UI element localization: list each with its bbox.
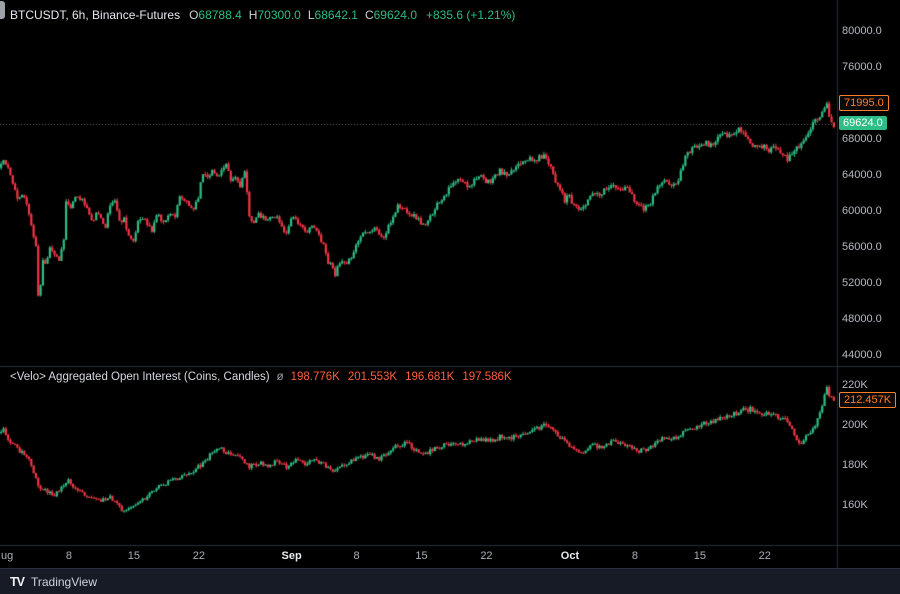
tradingview-logo-icon: TV <box>10 574 25 589</box>
chart-canvas[interactable] <box>0 0 900 568</box>
oi-value: 198.776K <box>290 371 340 383</box>
oi-value: 196.681K <box>405 371 455 383</box>
marker-price-badge: 71995.0 <box>839 95 889 112</box>
last-price-badge: 69624.0 <box>839 116 887 131</box>
oi-average-symbol: ø <box>276 371 284 383</box>
ohlc-label: C <box>364 8 374 22</box>
time-axis-label: Oct <box>560 550 580 562</box>
symbol-title[interactable]: BTCUSDT, 6h, Binance-Futures <box>10 8 181 22</box>
time-axis-label: Sep <box>281 550 302 562</box>
time-axis-label: 8 <box>631 550 638 562</box>
time-axis-label: 8 <box>353 550 360 562</box>
ohlc-value: 70300.0 <box>257 8 301 22</box>
time-axis-label: 15 <box>693 550 706 562</box>
oi-values: 198.776K 201.553K 196.681K 197.586K <box>291 371 520 383</box>
symbol-legend: BTCUSDT, 6h, Binance-Futures O 68788.4 H 70… <box>10 8 515 22</box>
price-axis-tick: 56000.0 <box>842 241 882 253</box>
time-axis-label: 22 <box>758 550 771 562</box>
ohlc-label: L <box>307 8 315 22</box>
oi-legend: <Velo> Aggregated Open Interest (Coins, … <box>10 371 520 383</box>
price-axis-tick: 68000.0 <box>842 133 882 145</box>
footer-bar: TV TradingView <box>0 568 900 594</box>
time-scale[interactable]: ug 8 15 22 Sep 8 15 22 Oct 8 15 22 <box>0 546 900 568</box>
oi-value: 201.553K <box>347 371 398 383</box>
price-axis-tick: 180K <box>842 459 868 471</box>
price-scale[interactable]: 80000.0 76000.0 68000.0 64000.0 60000.0 56000… <box>838 0 900 546</box>
ohlc-values: O 68788.4 H 70300.0 L 68642.1 C 69624.0 <box>189 8 417 22</box>
time-axis-label: 22 <box>480 550 493 562</box>
time-axis-label: 15 <box>127 550 140 562</box>
price-axis-tick: 64000.0 <box>842 169 882 181</box>
tradingview-brand-text: TradingView <box>30 574 98 589</box>
oi-value: 197.586K <box>462 371 512 383</box>
price-axis-tick: 160K <box>842 499 868 511</box>
price-axis-tick: 48000.0 <box>842 313 882 325</box>
ohlc-value: 68642.1 <box>314 8 358 22</box>
price-axis-tick: 80000.0 <box>842 25 882 37</box>
time-axis-label: 8 <box>65 550 72 562</box>
ohlc-value: 68788.4 <box>198 8 242 22</box>
ohlc-value: 69624.0 <box>373 8 417 22</box>
price-axis-tick: 200K <box>842 419 868 431</box>
time-axis-label: 15 <box>415 550 428 562</box>
ohlc-label: H <box>248 8 258 22</box>
oi-indicator-title[interactable]: <Velo> Aggregated Open Interest (Coins, … <box>10 371 270 383</box>
time-axis-label: 22 <box>192 550 205 562</box>
ohlc-label: O <box>189 8 199 22</box>
tradingview-logo[interactable]: TV TradingView <box>10 575 97 589</box>
marker-price-badge: 212.457K <box>839 392 897 409</box>
price-axis-tick: 60000.0 <box>842 205 882 217</box>
price-axis-tick: 220K <box>842 379 868 391</box>
change-value: +835.6 (+1.21%) <box>426 8 516 22</box>
price-axis-tick: 44000.0 <box>842 349 882 361</box>
left-toolbar-handle[interactable] <box>0 1 5 19</box>
price-axis-tick: 52000.0 <box>842 277 882 289</box>
time-axis-label: ug <box>1 550 14 562</box>
price-axis-tick: 76000.0 <box>842 61 882 73</box>
